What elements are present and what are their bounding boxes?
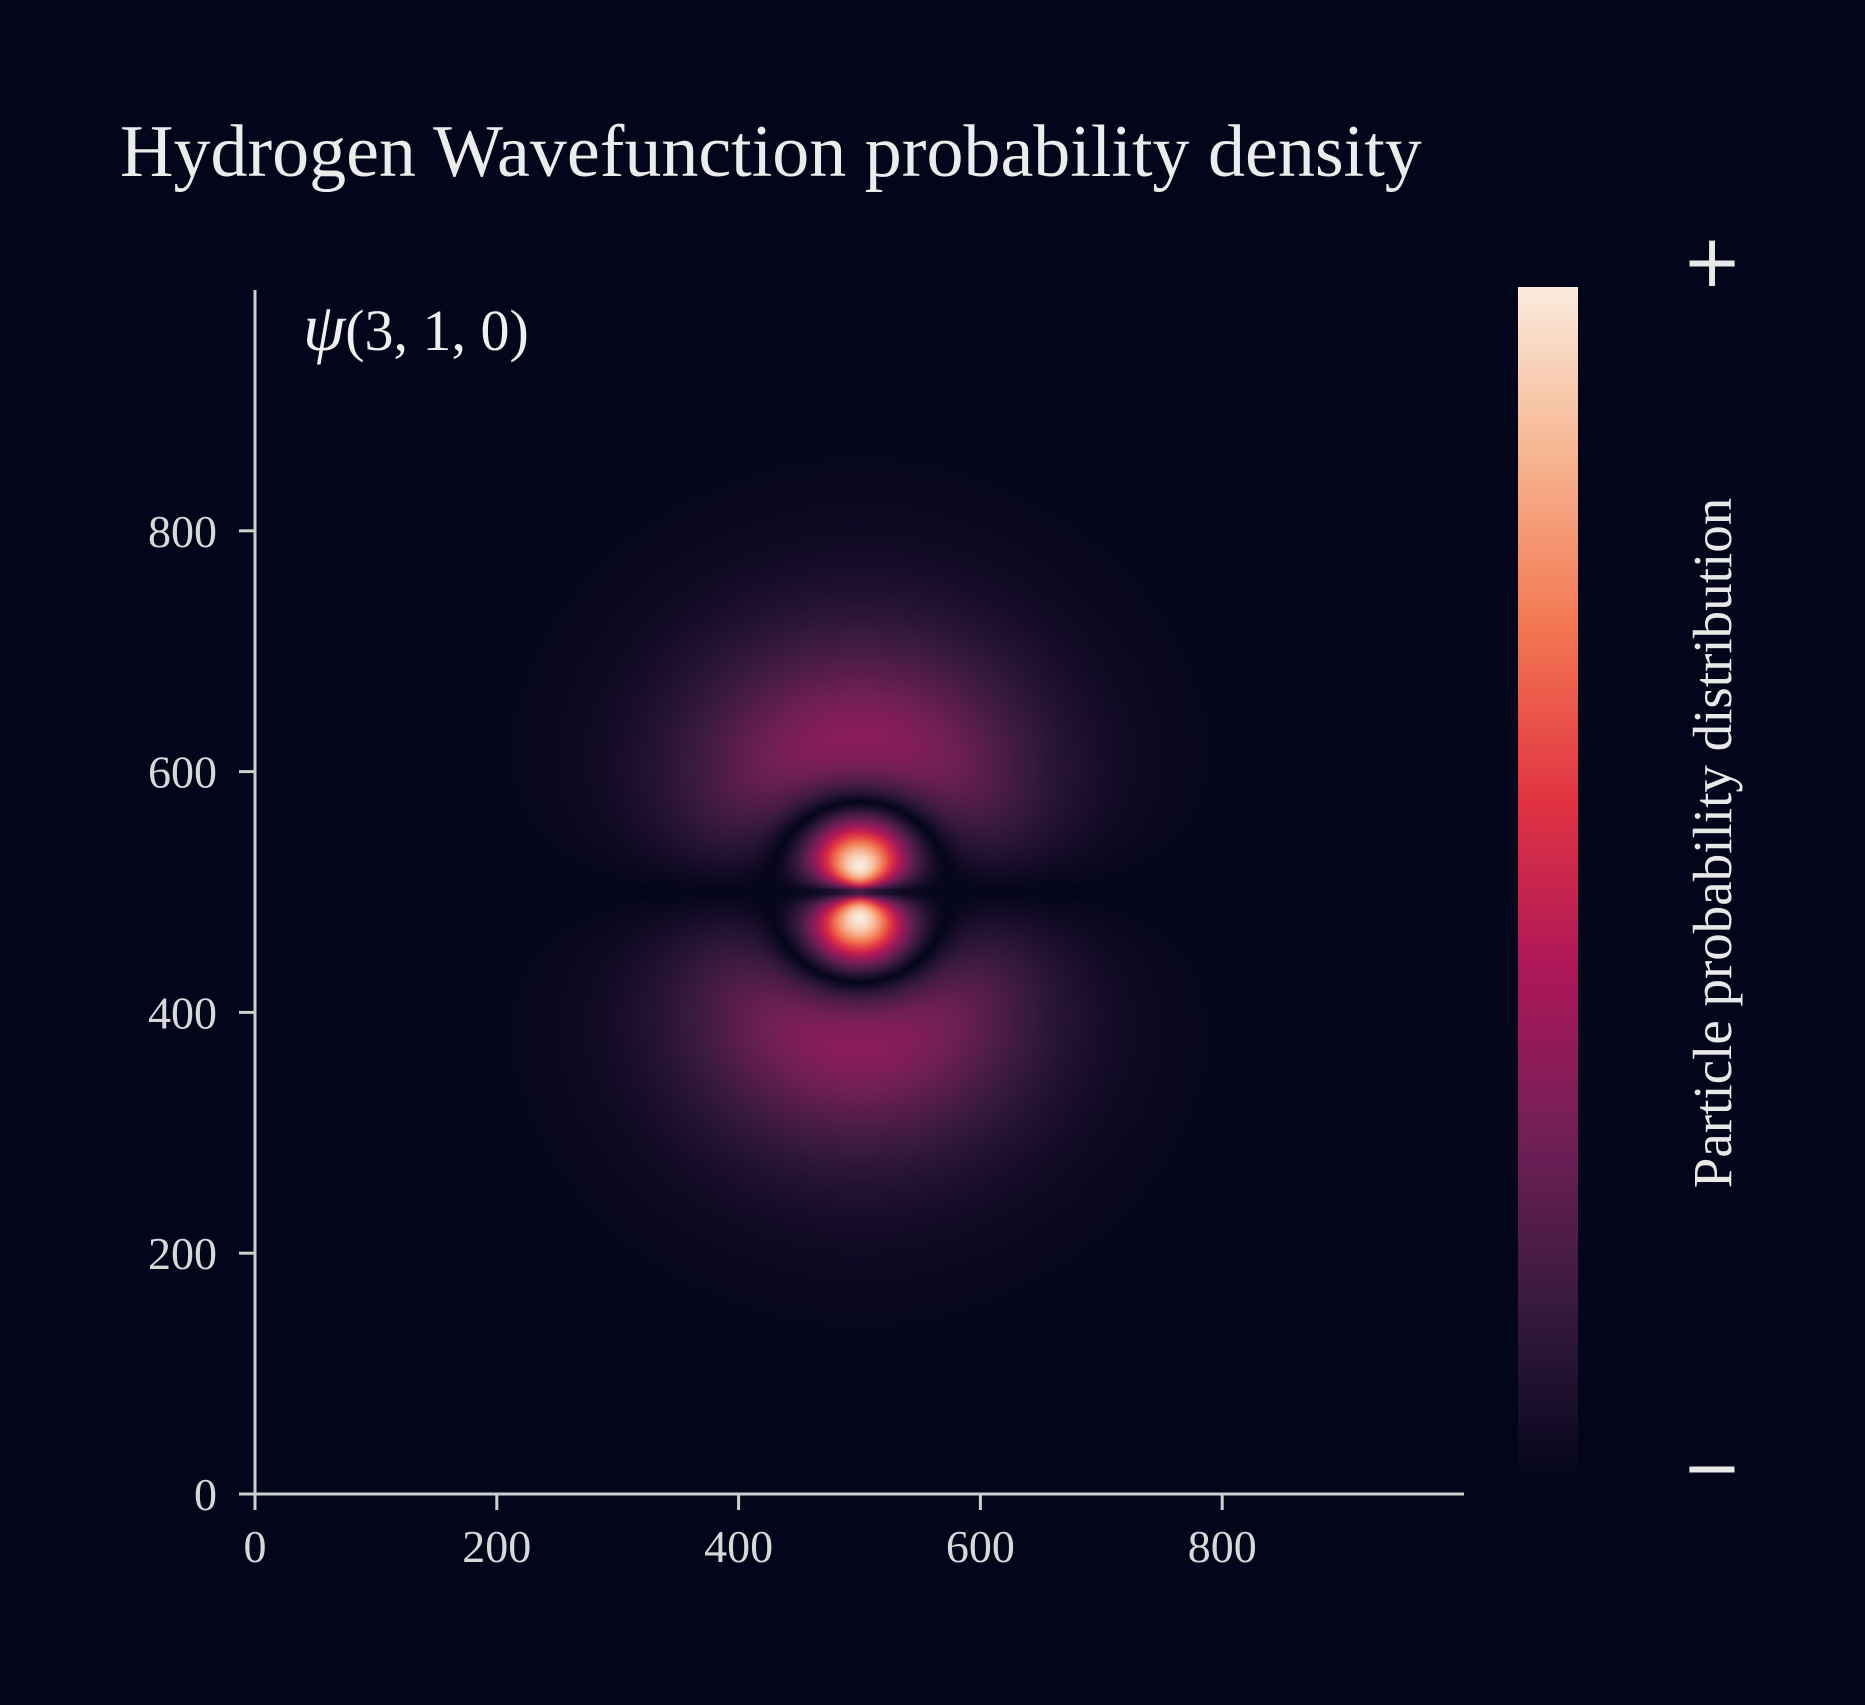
wavefunction-annotation: ψ(3, 1, 0) xyxy=(303,289,529,365)
heatmap-area xyxy=(255,290,1464,1494)
y-ticks: 0 200 400 600 800 xyxy=(148,506,255,1520)
y-tick-label: 400 xyxy=(148,987,217,1038)
x-tick-label: 400 xyxy=(704,1521,773,1572)
y-tick-label: 800 xyxy=(148,506,217,557)
x-tick-label: 0 xyxy=(244,1521,267,1572)
colorbar-min-label: − xyxy=(1682,1425,1742,1509)
chart-title: Hydrogen Wavefunction probability densit… xyxy=(120,111,1422,193)
x-tick-label: 600 xyxy=(946,1521,1015,1572)
psi-symbol: ψ xyxy=(303,289,347,365)
y-tick-label: 600 xyxy=(148,747,217,798)
colorbar-max-label: + xyxy=(1682,219,1742,303)
y-tick-label: 0 xyxy=(194,1469,217,1520)
x-ticks: 0 200 400 600 800 xyxy=(244,1494,1257,1572)
colorbar-label: Particle probability distribution xyxy=(1682,498,1743,1188)
x-tick-label: 800 xyxy=(1188,1521,1257,1572)
colorbar xyxy=(1518,287,1578,1483)
quantum-numbers-label: (3, 1, 0) xyxy=(345,298,529,363)
x-tick-label: 200 xyxy=(462,1521,531,1572)
heatmap-image xyxy=(255,290,1464,1494)
y-tick-label: 200 xyxy=(148,1228,217,1279)
